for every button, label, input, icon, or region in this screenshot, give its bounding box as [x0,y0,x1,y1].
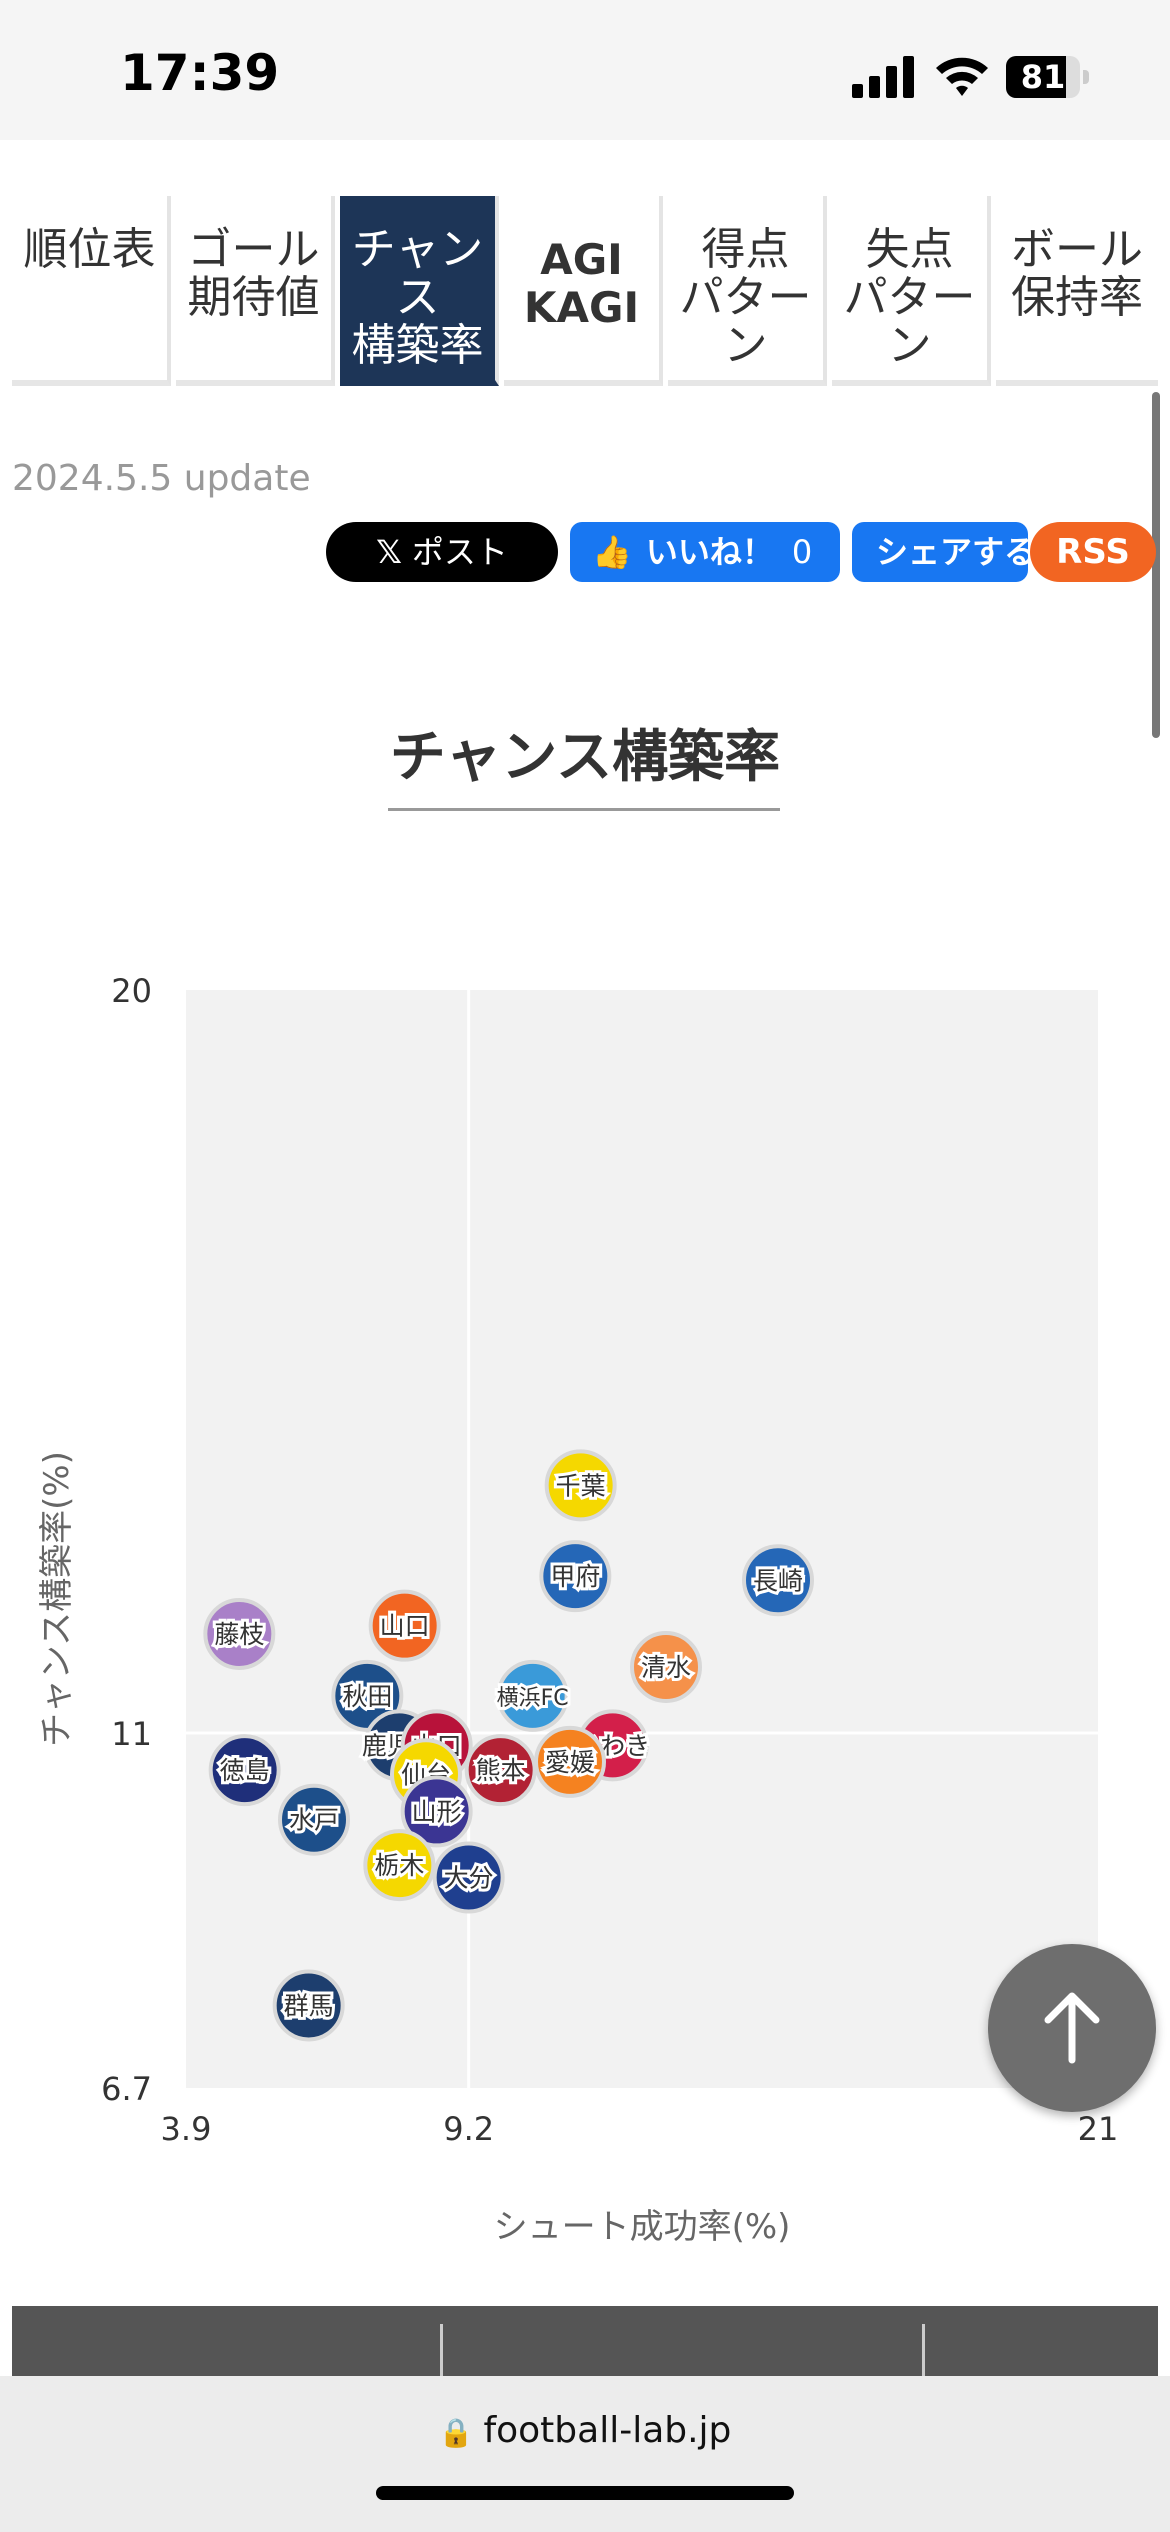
status-time: 17:39 [120,44,280,102]
data-point-label: 水戸 [289,1806,339,1835]
data-point: 横浜FC [494,1659,572,1732]
page-title: チャンス構築率 [389,725,781,790]
data-point: 清水 [630,1630,702,1703]
tab-standings[interactable]: 順位表 [12,196,171,386]
data-point-label: 山口 [380,1612,430,1641]
tab-conceding-pattern[interactable]: 失点 パターン [832,196,991,386]
data-point: 愛媛 [534,1725,606,1798]
x-tick-label: 9.2 [443,2110,494,2148]
facebook-share-button[interactable]: シェアする [852,522,1028,582]
data-point: 千葉 [544,1449,617,1522]
data-point-marker [544,1449,617,1522]
data-point-marker [496,1659,569,1732]
browser-address-bar[interactable]: 🔒 football-lab.jp [0,2376,1170,2532]
data-point-marker [432,1841,505,1914]
wifi-icon [936,57,988,96]
data-point-label: 山形 [412,1797,462,1826]
data-point: 藤枝 [203,1597,276,1670]
data-point-label: 甲府 [550,1562,600,1591]
data-point-label: 群馬 [284,1991,334,2020]
data-point-marker [630,1630,702,1703]
home-indicator [376,2486,794,2500]
data-point: 山口 [368,1589,441,1662]
data-point-label: 千葉 [556,1471,606,1500]
plot-area [186,990,1098,2088]
url-text: football-lab.jp [483,2410,732,2451]
stats-tab-bar: 順位表 ゴール 期待値 チャンス構築率 AGI KAGI 得点 パターン 失点 パターン… [12,196,1158,400]
cellular-signal-icon [852,56,914,98]
battery-level: 81 [1020,58,1066,96]
battery-icon: 81 [1006,56,1090,98]
facebook-like-button[interactable]: 👍 いいね！ 0 [570,522,840,582]
data-point-label: 栃木 [374,1851,424,1880]
data-point-marker [400,1775,473,1848]
scroll-to-top-button[interactable] [988,1944,1156,2112]
data-point: 群馬 [272,1969,345,2042]
data-point-label: 清水 [641,1653,691,1682]
data-point: 水戸 [278,1783,350,1856]
data-point-marker [278,1783,350,1856]
tab-chance-creation[interactable]: チャンス構築率 [340,196,499,386]
data-point: 栃木 [363,1829,436,1902]
data-point-label: 横浜FC [497,1686,569,1711]
data-point: 甲府 [539,1540,612,1613]
data-point-label: 長崎 [753,1566,803,1595]
status-bar: 17:39 81 [0,0,1170,140]
social-buttons: 𝕏 ポスト 👍 いいね！ 0 シェアする RSS [0,522,1170,584]
lock-icon: 🔒 [438,2416,474,2449]
y-tick-label: 6.7 [101,2070,152,2108]
data-point: 徳島 [208,1734,281,1807]
tab-expected-goals[interactable]: ゴール 期待値 [176,196,335,386]
data-point-marker [539,1540,612,1613]
x-tick-label: 21 [1078,2110,1119,2148]
data-point-marker [208,1734,281,1807]
thumbs-up-icon: 👍 [592,533,632,571]
data-point-marker [363,1829,436,1902]
x-logo-icon: 𝕏 [376,533,402,571]
rss-button[interactable]: RSS [1030,522,1156,582]
y-tick-label: 20 [111,972,152,1010]
data-point-marker [742,1544,814,1617]
data-point-marker [534,1725,606,1798]
data-point: 熊本 [464,1734,537,1807]
tab-possession[interactable]: ボール 保持率 [996,196,1158,386]
data-point: 長崎 [742,1544,814,1617]
data-point-label: 大分 [444,1863,494,1892]
x-post-button[interactable]: 𝕏 ポスト [326,522,558,582]
data-point-marker [464,1734,537,1807]
x-axis-label: シュート成功率(%) [494,2207,791,2247]
x-tick-label: 3.9 [161,2110,212,2148]
tab-scoring-pattern[interactable]: 得点 パターン [668,196,827,386]
title-underline [388,808,780,811]
arrow-up-icon [1044,1992,1100,2064]
data-point-label: 秋田 [342,1682,392,1711]
update-date: 2024.5.5 update [12,458,311,499]
data-point-label: 愛媛 [545,1748,595,1777]
footer-table-header [12,2306,1158,2376]
page-scrollbar[interactable] [1152,392,1160,738]
tab-agi-kagi[interactable]: AGI KAGI [504,196,663,386]
data-point-label: 藤枝 [214,1620,264,1649]
data-point-label: 熊本 [476,1756,526,1785]
y-tick-label: 11 [111,1715,152,1753]
data-point: 山形 [400,1775,473,1848]
data-point-marker [272,1969,345,2042]
y-axis-label: チャンス構築率(%) [37,1451,77,1747]
data-point-label: 徳島 [220,1756,270,1785]
data-point-marker [368,1589,441,1662]
data-point: 大分 [432,1841,505,1914]
data-point-marker [203,1597,276,1670]
